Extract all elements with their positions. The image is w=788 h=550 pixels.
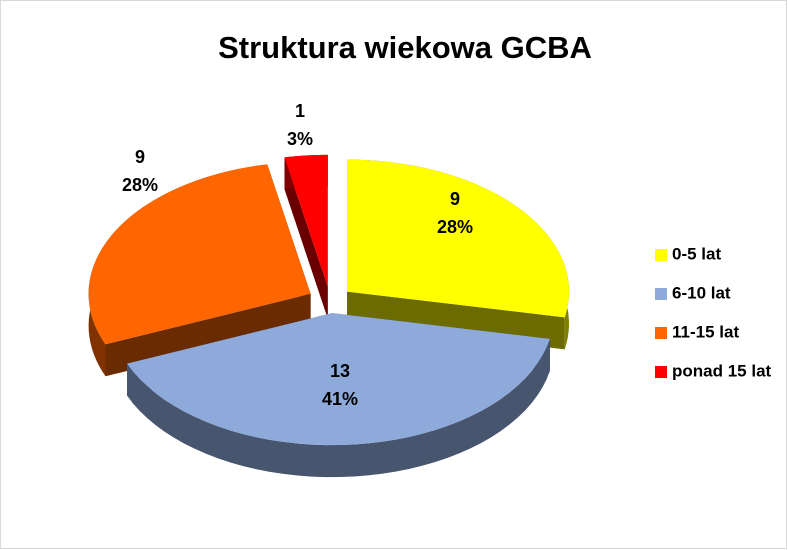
pie-slice <box>127 313 550 446</box>
percent-label: 3% <box>287 129 313 149</box>
slice-side <box>105 293 311 377</box>
slice-wall <box>127 338 550 478</box>
data-label: 13 <box>330 361 350 381</box>
legend-swatch <box>655 288 667 300</box>
data-label: 9 <box>450 189 460 209</box>
percent-label: 28% <box>437 217 473 237</box>
percent-label: 41% <box>322 389 358 409</box>
pie: 9 28% 13 41% 9 28% 1 3% <box>88 101 569 478</box>
legend: 0-5 lat 6-10 lat 11-15 lat ponad 15 lat <box>655 244 772 380</box>
legend-swatch <box>655 327 667 339</box>
data-label: 9 <box>135 147 145 167</box>
legend-label: 0-5 lat <box>672 244 721 263</box>
pie-slice <box>347 159 569 318</box>
legend-label: 11-15 lat <box>672 322 739 341</box>
pie-slice <box>284 154 328 287</box>
data-label: 1 <box>295 101 305 121</box>
slice-side <box>284 157 328 319</box>
legend-label: 6-10 lat <box>672 283 731 302</box>
percent-label: 28% <box>122 175 158 195</box>
chart-title: Struktura wiekowa GCBA <box>218 30 592 65</box>
legend-swatch <box>655 366 667 378</box>
pie-slice <box>88 164 311 345</box>
legend-swatch <box>655 249 667 261</box>
legend-label: ponad 15 lat <box>672 361 772 380</box>
